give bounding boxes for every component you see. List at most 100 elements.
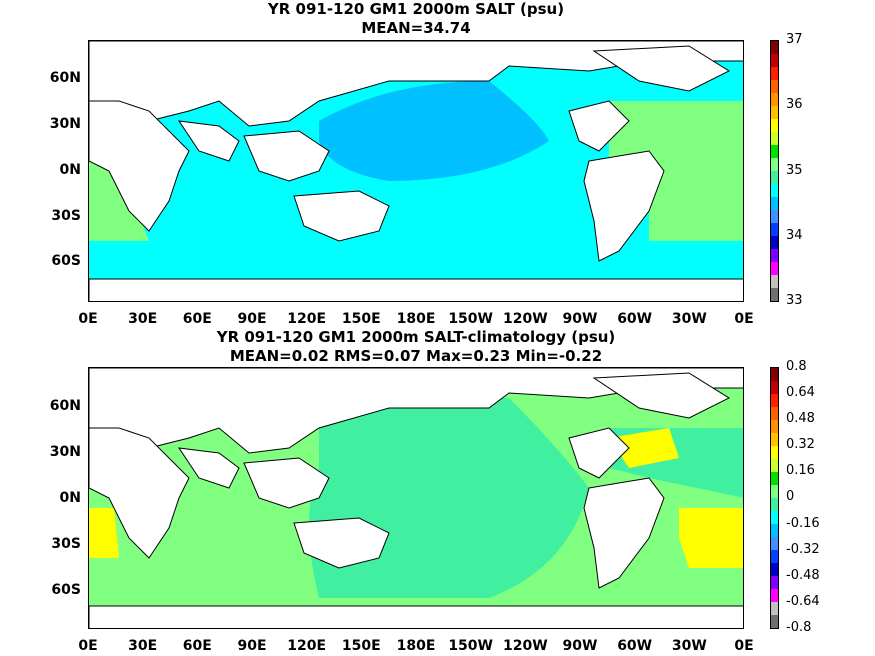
lon-label-30w-2: 30W	[671, 638, 707, 654]
panel2-stats: MEAN=0.02 RMS=0.07 Max=0.23 Min=-0.22	[229, 347, 603, 365]
lat-label-30s-2: 30S	[51, 536, 81, 552]
colorbar-segment	[771, 54, 778, 67]
colorbar-segment	[771, 171, 778, 184]
lat-label-60s: 60S	[51, 253, 81, 269]
colorbar-segment	[771, 288, 778, 301]
colorbar-segment	[771, 550, 778, 563]
lat-label-60s-2: 60S	[51, 582, 81, 598]
lon-label-180e: 180E	[396, 311, 436, 327]
lat-label-0n: 0N	[59, 162, 81, 178]
colorbar-segment	[771, 106, 778, 119]
lat-label-30n-2: 30N	[49, 444, 81, 460]
colorbar-segment	[771, 119, 778, 132]
anomaly-map	[89, 368, 743, 628]
lon-label-0e-2: 0E	[734, 638, 754, 654]
colorbar-segment	[771, 524, 778, 537]
lon-label-150w: 150W	[448, 311, 493, 327]
colorbar2-label: 0	[786, 489, 795, 504]
colorbar1-label-34: 34	[786, 228, 803, 243]
lon-label-150e: 150E	[341, 311, 381, 327]
colorbar2-label: -0.48	[786, 568, 820, 583]
colorbar2-label: 0.16	[786, 463, 815, 478]
lon-label-60e: 60E	[182, 311, 212, 327]
lat-label-60n-2: 60N	[49, 398, 81, 414]
colorbar-segment	[771, 67, 778, 80]
colorbar2-label: -0.32	[786, 542, 820, 557]
lon-label-60w: 60W	[617, 311, 653, 327]
colorbar-segment	[771, 132, 778, 145]
colorbar2-label: -0.16	[786, 516, 820, 531]
lon-label-0e-2: 0E	[78, 638, 98, 654]
colorbar-segment	[771, 589, 778, 602]
colorbar1-label-35: 35	[786, 163, 803, 178]
colorbar-salinity	[770, 40, 779, 302]
lon-label-0e: 0E	[734, 311, 754, 327]
colorbar-segment	[771, 459, 778, 472]
colorbar-segment	[771, 446, 778, 459]
salinity-map	[89, 41, 743, 301]
colorbar2-label: -0.8	[786, 620, 812, 635]
colorbar1-label-37: 37	[786, 32, 803, 47]
lon-label-150w-2: 150W	[448, 638, 493, 654]
lon-label-90e: 90E	[237, 311, 267, 327]
map-panel-salinity	[88, 40, 744, 302]
colorbar-segment	[771, 275, 778, 288]
colorbar-anomaly	[770, 367, 779, 629]
colorbar-segment	[771, 184, 778, 197]
lon-label-180e-2: 180E	[396, 638, 436, 654]
lon-label-90w-2: 90W	[562, 638, 598, 654]
lon-label-120e: 120E	[287, 311, 327, 327]
colorbar-segment	[771, 381, 778, 394]
colorbar2-label: 0.32	[786, 437, 815, 452]
lon-label-0e: 0E	[78, 311, 98, 327]
colorbar1-label-36: 36	[786, 97, 803, 112]
colorbar-segment	[771, 511, 778, 524]
lon-label-30w: 30W	[671, 311, 707, 327]
lon-label-120w-2: 120W	[502, 638, 548, 654]
lon-label-30e-2: 30E	[128, 638, 158, 654]
lon-label-120w: 120W	[502, 311, 548, 327]
panel1-title: YR 091-120 GM1 2000m SALT (psu)	[267, 0, 565, 18]
lat-label-60n: 60N	[49, 70, 81, 86]
colorbar-segment	[771, 602, 778, 615]
colorbar-segment	[771, 236, 778, 249]
lon-label-60e-2: 60E	[182, 638, 212, 654]
colorbar-segment	[771, 262, 778, 275]
colorbar-segment	[771, 210, 778, 223]
colorbar-segment	[771, 407, 778, 420]
colorbar-segment	[771, 368, 778, 381]
lat-label-30n: 30N	[49, 116, 81, 132]
colorbar2-label: 0.48	[786, 411, 815, 426]
colorbar-segment	[771, 563, 778, 576]
colorbar-segment	[771, 537, 778, 550]
panel2-title: YR 091-120 GM1 2000m SALT-climatology (p…	[216, 328, 616, 346]
colorbar-segment	[771, 197, 778, 210]
colorbar-segment	[771, 41, 778, 54]
lon-label-30e: 30E	[128, 311, 158, 327]
lon-label-60w-2: 60W	[617, 638, 653, 654]
colorbar-segment	[771, 145, 778, 158]
colorbar-segment	[771, 498, 778, 511]
colorbar-segment	[771, 433, 778, 446]
colorbar-segment	[771, 223, 778, 236]
colorbar-segment	[771, 249, 778, 262]
lon-label-120e-2: 120E	[287, 638, 327, 654]
colorbar-segment	[771, 158, 778, 171]
panel1-mean: MEAN=34.74	[361, 19, 471, 37]
colorbar2-label: 0.64	[786, 385, 815, 400]
colorbar-segment	[771, 485, 778, 498]
colorbar2-label: 0.8	[786, 359, 807, 374]
lon-label-90e-2: 90E	[237, 638, 267, 654]
colorbar-segment	[771, 420, 778, 433]
colorbar1-label-33: 33	[786, 293, 803, 308]
colorbar-segment	[771, 472, 778, 485]
colorbar-segment	[771, 576, 778, 589]
map-panel-anomaly	[88, 367, 744, 629]
colorbar-segment	[771, 93, 778, 106]
colorbar-segment	[771, 80, 778, 93]
lon-label-150e-2: 150E	[341, 638, 381, 654]
lat-label-0n-2: 0N	[59, 490, 81, 506]
colorbar2-label: -0.64	[786, 594, 820, 609]
lat-label-30s: 30S	[51, 208, 81, 224]
colorbar-segment	[771, 615, 778, 628]
